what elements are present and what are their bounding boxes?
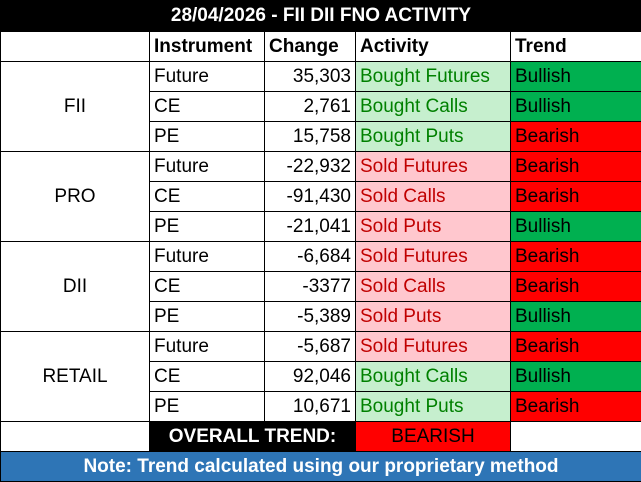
instrument-cell: PE <box>150 122 265 152</box>
overall-trend-label: OVERALL TREND: <box>150 422 356 452</box>
activity-cell: Sold Futures <box>356 152 511 182</box>
trend-cell: Bullish <box>511 92 641 122</box>
activity-cell: Sold Futures <box>356 332 511 362</box>
change-cell: -6,684 <box>265 242 356 272</box>
activity-cell: Sold Puts <box>356 212 511 242</box>
trend-cell: Bullish <box>511 362 641 392</box>
activity-cell: Sold Puts <box>356 302 511 332</box>
overall-row: OVERALL TREND:BEARISH <box>1 422 641 452</box>
instrument-cell: PE <box>150 302 265 332</box>
instrument-cell: Future <box>150 332 265 362</box>
change-cell: -3377 <box>265 272 356 302</box>
change-cell: 10,671 <box>265 392 356 422</box>
instrument-cell: Future <box>150 62 265 92</box>
group-name-cell: DII <box>1 242 150 332</box>
group-name-cell: RETAIL <box>1 332 150 422</box>
header-change: Change <box>265 32 356 62</box>
instrument-cell: PE <box>150 392 265 422</box>
trend-cell: Bearish <box>511 332 641 362</box>
trend-cell: Bullish <box>511 62 641 92</box>
header-row: Instrument Change Activity Trend <box>1 32 641 62</box>
change-cell: 92,046 <box>265 362 356 392</box>
instrument-cell: Future <box>150 152 265 182</box>
activity-cell: Bought Puts <box>356 392 511 422</box>
instrument-cell: CE <box>150 92 265 122</box>
group-name-cell: FII <box>1 62 150 152</box>
trend-cell: Bullish <box>511 212 641 242</box>
change-cell: -22,932 <box>265 152 356 182</box>
instrument-cell: Future <box>150 242 265 272</box>
trend-cell: Bullish <box>511 302 641 332</box>
change-cell: -5,389 <box>265 302 356 332</box>
activity-cell: Sold Calls <box>356 272 511 302</box>
change-cell: -5,687 <box>265 332 356 362</box>
overall-blank-right <box>511 422 641 452</box>
trend-cell: Bearish <box>511 392 641 422</box>
activity-cell: Sold Calls <box>356 182 511 212</box>
activity-cell: Bought Calls <box>356 362 511 392</box>
trend-cell: Bearish <box>511 122 641 152</box>
header-blank-cell <box>1 32 150 62</box>
header-trend: Trend <box>511 32 641 62</box>
change-cell: -91,430 <box>265 182 356 212</box>
instrument-cell: CE <box>150 272 265 302</box>
change-cell: 15,758 <box>265 122 356 152</box>
trend-cell: Bearish <box>511 182 641 212</box>
group-name-cell: PRO <box>1 152 150 242</box>
note-row: Note: Trend calculated using our proprie… <box>1 452 641 482</box>
change-cell: 35,303 <box>265 62 356 92</box>
change-cell: 2,761 <box>265 92 356 122</box>
instrument-cell: CE <box>150 362 265 392</box>
instrument-cell: CE <box>150 182 265 212</box>
activity-cell: Bought Puts <box>356 122 511 152</box>
trend-cell: Bearish <box>511 242 641 272</box>
change-cell: -21,041 <box>265 212 356 242</box>
activity-cell: Bought Calls <box>356 92 511 122</box>
trend-cell: Bearish <box>511 272 641 302</box>
header-activity: Activity <box>356 32 511 62</box>
activity-cell: Bought Futures <box>356 62 511 92</box>
header-instrument: Instrument <box>150 32 265 62</box>
trend-cell: Bearish <box>511 152 641 182</box>
title-row: 28/04/2026 - FII DII FNO ACTIVITY <box>1 1 641 32</box>
note-text: Note: Trend calculated using our proprie… <box>1 452 641 482</box>
overall-trend-value: BEARISH <box>356 422 511 452</box>
instrument-cell: PE <box>150 212 265 242</box>
overall-blank-left <box>1 422 150 452</box>
table-title: 28/04/2026 - FII DII FNO ACTIVITY <box>1 1 641 32</box>
activity-cell: Sold Futures <box>356 242 511 272</box>
